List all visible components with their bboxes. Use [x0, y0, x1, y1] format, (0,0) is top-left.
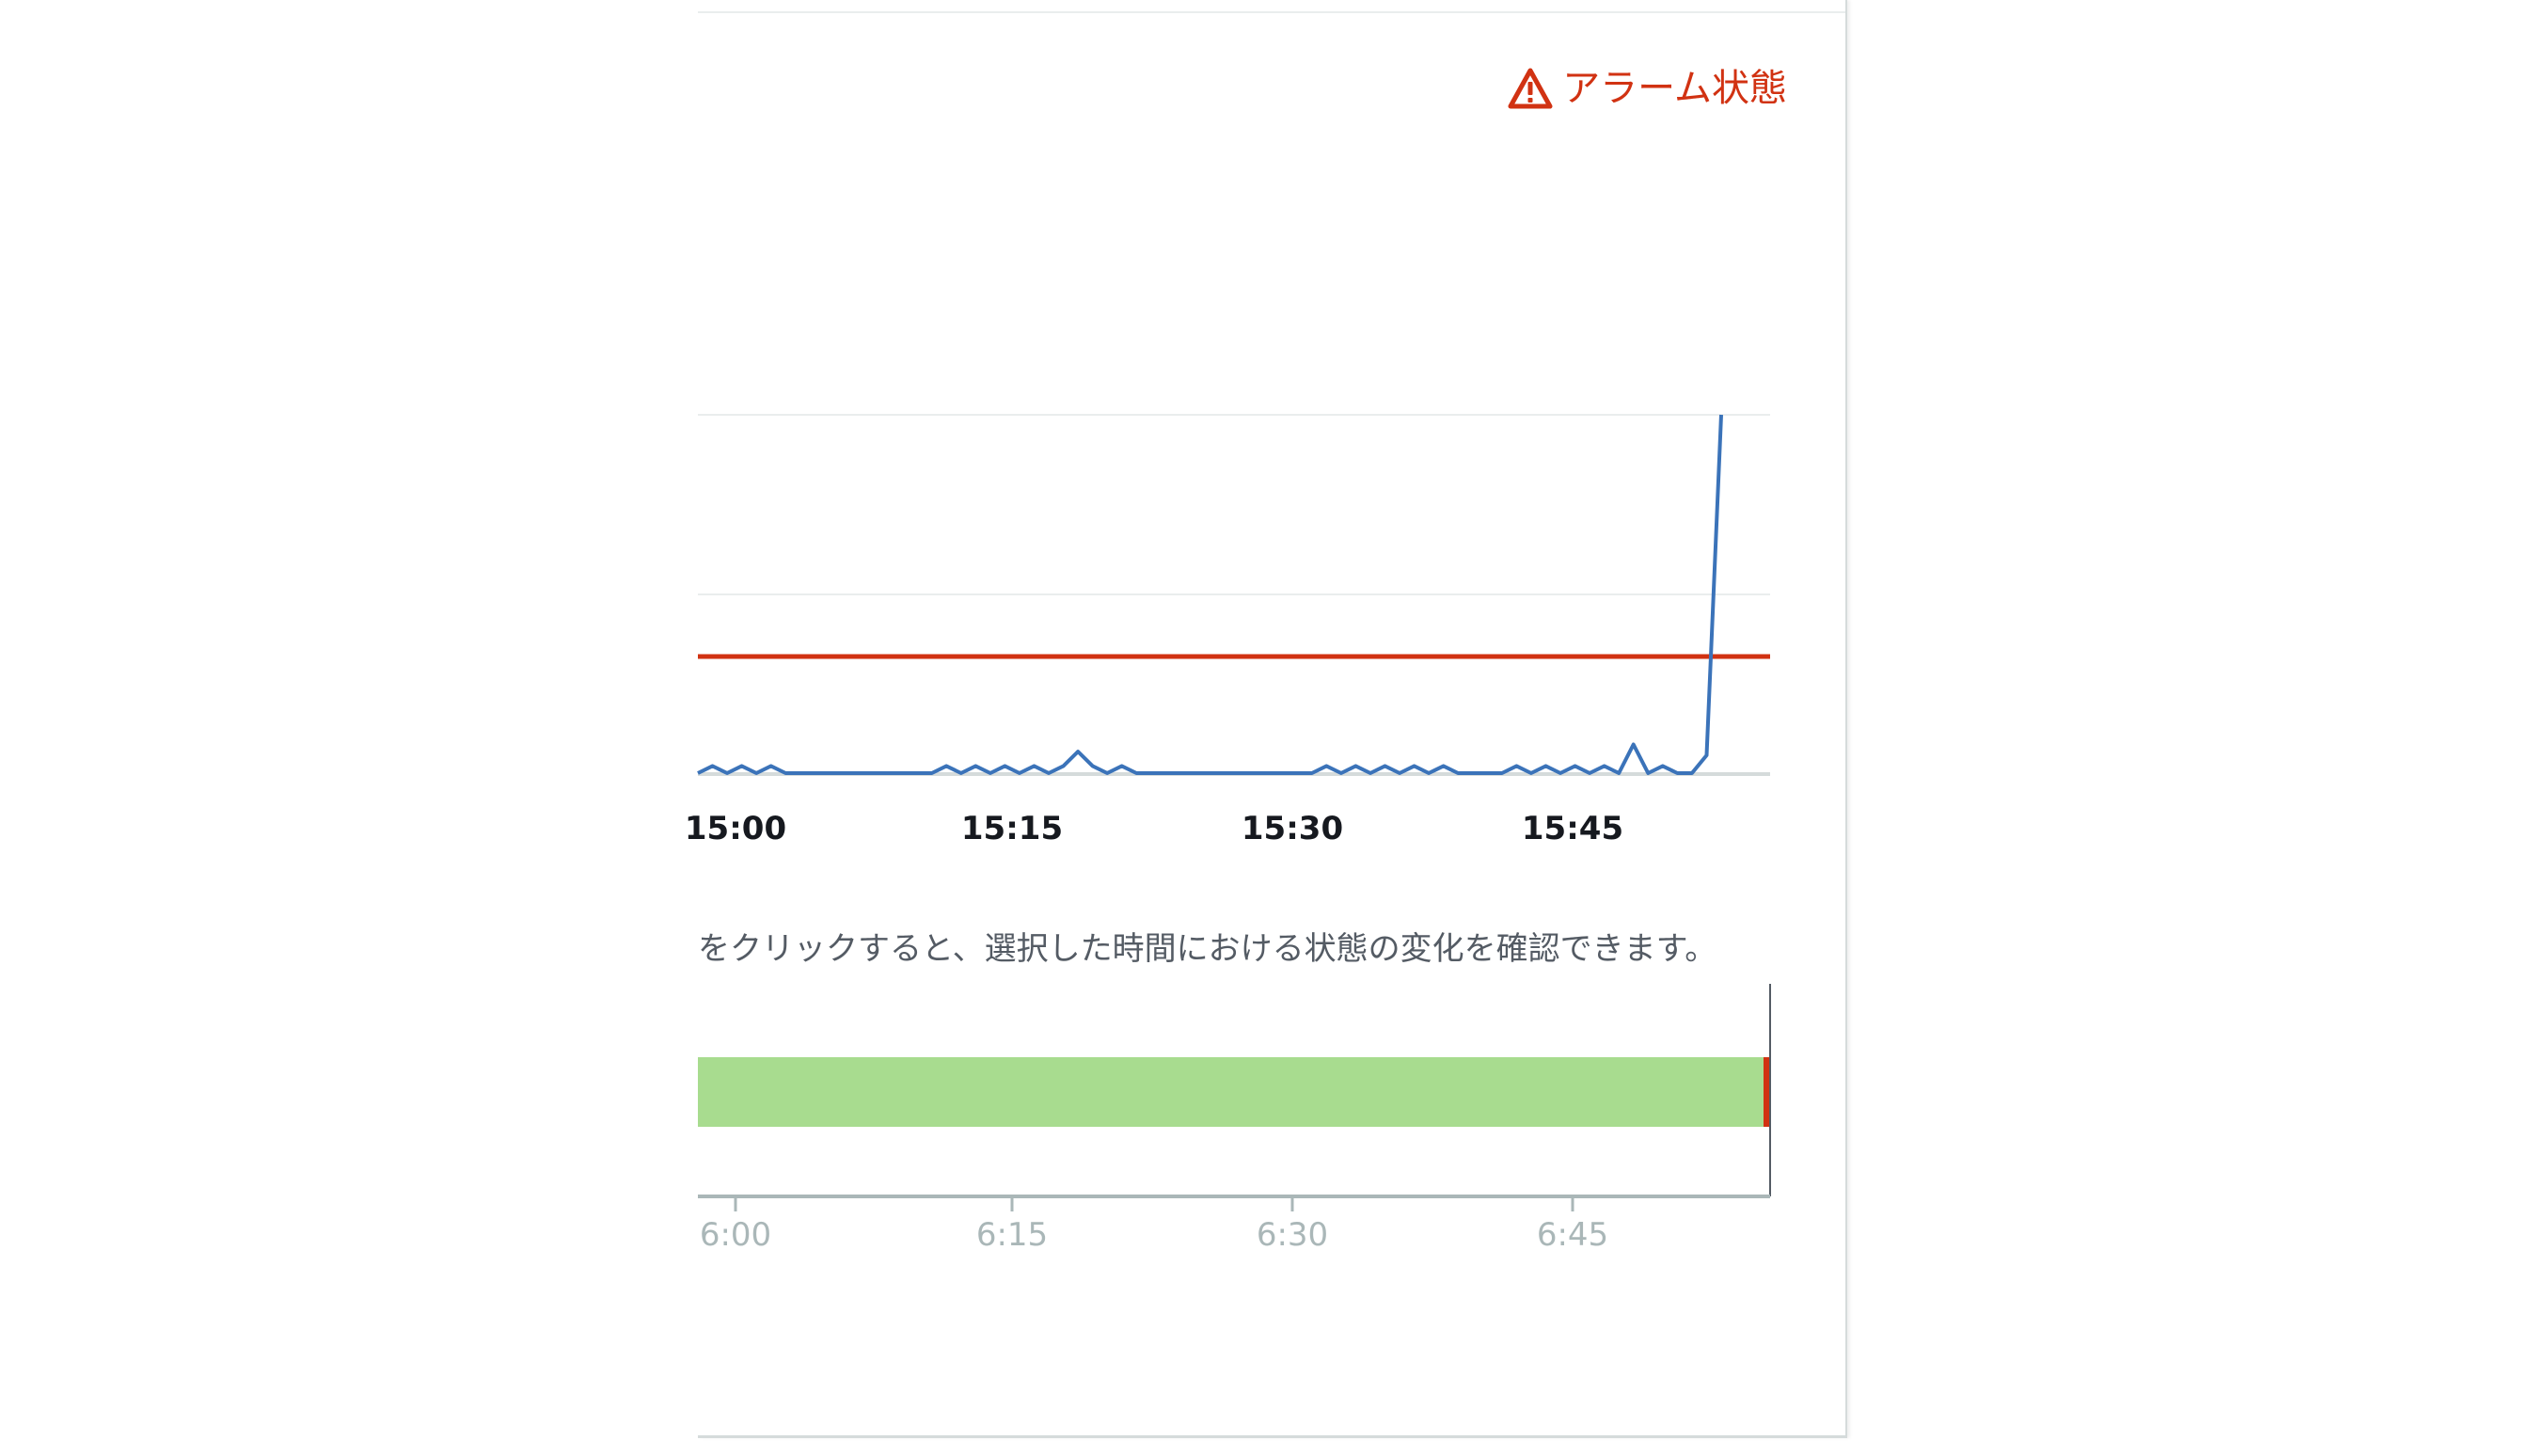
warning-triangle-icon [1508, 67, 1553, 110]
alarm-detail-panel: アラーム状態 15:00 15:15 15:30 15:45 をクリックすると、選択し… [685, 0, 1847, 1438]
x-tick-label: 15:30 [1242, 810, 1343, 847]
alarm-status-indicator: アラーム状態 [1508, 62, 1787, 115]
x-tick-label: 15:45 [1522, 810, 1623, 847]
timeline-tick-label: 6:45 [1537, 1216, 1608, 1254]
x-tick-label: 15:15 [961, 810, 1063, 847]
alarm-status-label: アラーム状態 [1562, 67, 1787, 110]
metric-series-line [697, 414, 1723, 775]
metric-line-chart: 15:00 15:15 15:30 15:45 [685, 414, 1770, 847]
alarm-state-timeline: 6:00 6:15 6:30 6:45 [698, 984, 1771, 1254]
x-tick-label: 15:00 [685, 810, 786, 847]
timeline-segment-ok[interactable] [698, 1057, 1764, 1127]
timeline-tick-label: 6:15 [976, 1216, 1048, 1254]
timeline-tick-label: 6:30 [1257, 1216, 1328, 1254]
timeline-segment-alarm[interactable] [1764, 1057, 1770, 1127]
timeline-tick-label: 6:00 [700, 1216, 771, 1254]
timeline-hint-text: をクリックすると、選択した時間における状態の変化を確認できます。 [698, 930, 1717, 968]
top-divider [698, 11, 1845, 13]
